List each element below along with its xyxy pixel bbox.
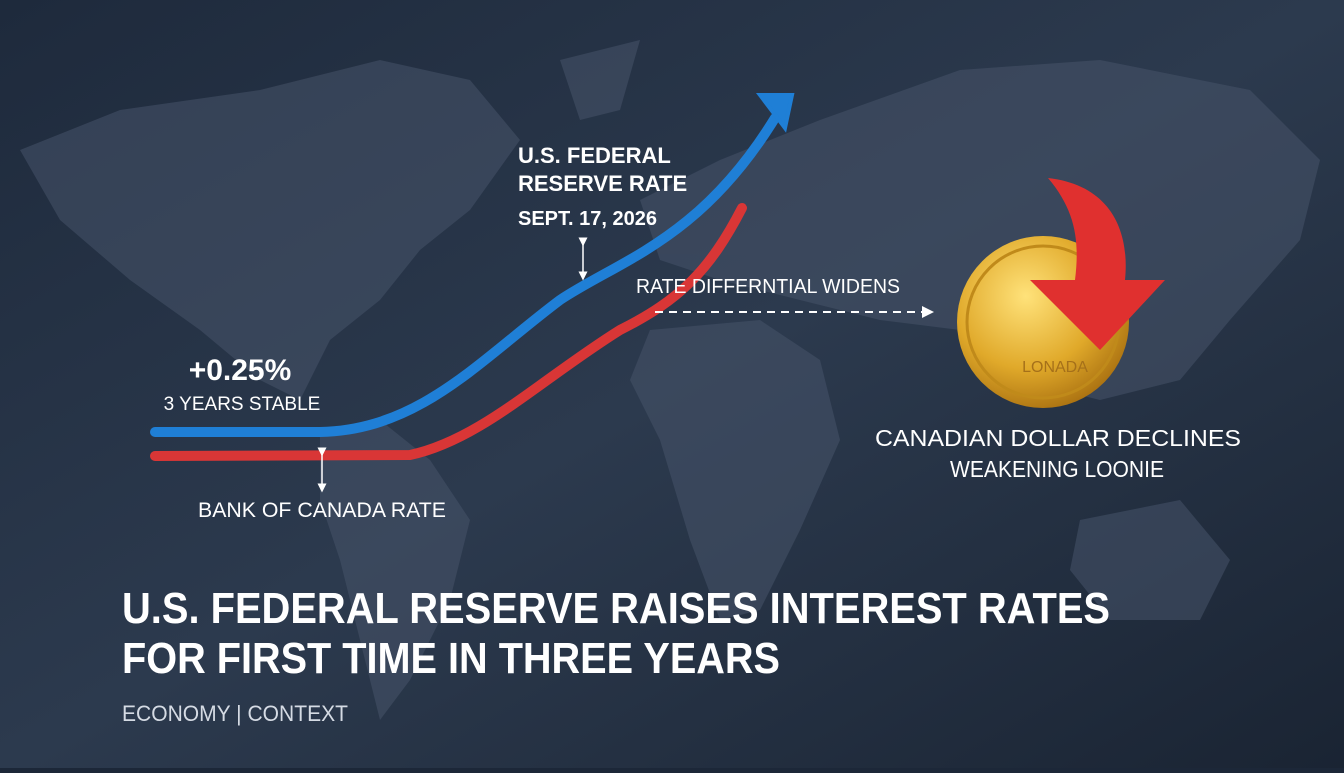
boc-label: BANK OF CANADA RATE <box>198 499 446 522</box>
differential-label: RATE DIFFERNTIAL WIDENS <box>636 276 900 298</box>
fed-date: SEPT. 17, 2026 <box>518 208 657 230</box>
fed-arrowhead <box>755 93 795 133</box>
fed-label: RESERVE RATE <box>518 171 687 196</box>
world-map <box>20 40 1320 720</box>
coin-text: LONADA <box>1022 359 1088 376</box>
fed-line <box>150 113 780 437</box>
rate-change: +0.25% <box>189 354 292 387</box>
dollar-label: WEAKENING LOONIE <box>950 456 1164 482</box>
rate-note: 3 YEARS STABLE <box>164 394 321 415</box>
footer: ECONOMY | CONTEXT <box>122 701 348 726</box>
decline-arrow <box>1030 178 1165 350</box>
dollar-label: CANADIAN DOLLAR DECLINES <box>875 425 1241 451</box>
headline: FOR FIRST TIME IN THREE YEARS <box>122 634 780 683</box>
rate-lines <box>150 93 795 461</box>
headline: U.S. FEDERAL RESERVE RAISES INTEREST RAT… <box>122 584 1110 633</box>
boc-line <box>150 203 747 461</box>
fed-label: U.S. FEDERAL <box>518 143 671 168</box>
